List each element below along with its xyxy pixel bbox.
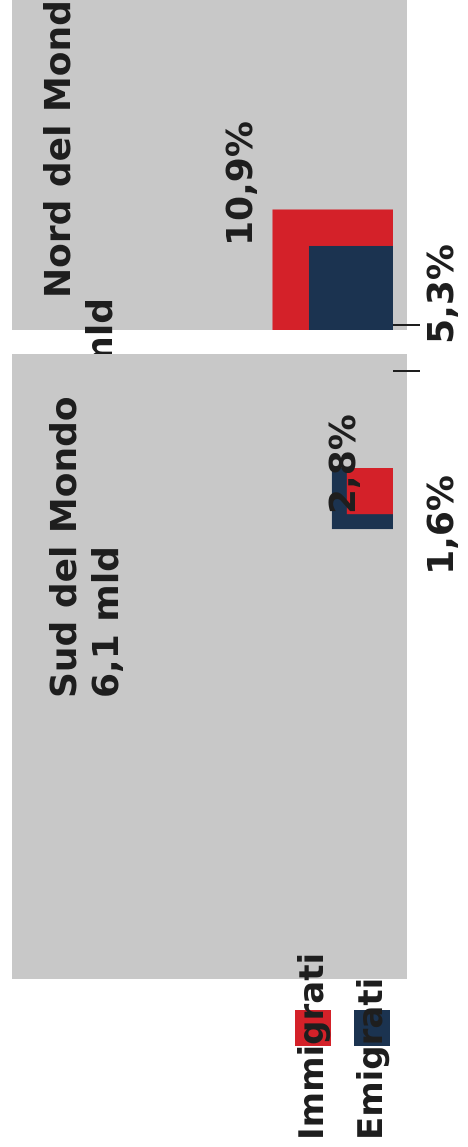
legend-emigrati-swatch	[354, 1010, 390, 1046]
nord-emigrati-label: 5,3%	[421, 244, 462, 344]
legend-emigrati-label: Emigrati	[351, 978, 391, 1140]
legend: Immigrati Emigrati	[292, 953, 391, 1140]
sud-population-box	[12, 354, 407, 979]
group-sud: Sud del Mondo 6,1 mld 2,8% 1,6%	[12, 354, 462, 979]
legend-immigrati-swatch	[295, 1010, 331, 1046]
sud-population: 6,1 mld	[86, 546, 127, 698]
sud-title: Sud del Mondo	[44, 396, 85, 698]
sud-immigrati-bar	[346, 468, 393, 515]
nord-title: Nord del Mondo	[38, 0, 79, 298]
nord-emigrati-bar	[308, 245, 393, 330]
sud-emigrati-label: 2,8%	[323, 414, 364, 514]
sud-immigrati-label: 1,6%	[421, 475, 462, 575]
nord-immigrati-label: 10,9%	[220, 121, 261, 246]
legend-immigrati-label: Immigrati	[292, 953, 332, 1140]
